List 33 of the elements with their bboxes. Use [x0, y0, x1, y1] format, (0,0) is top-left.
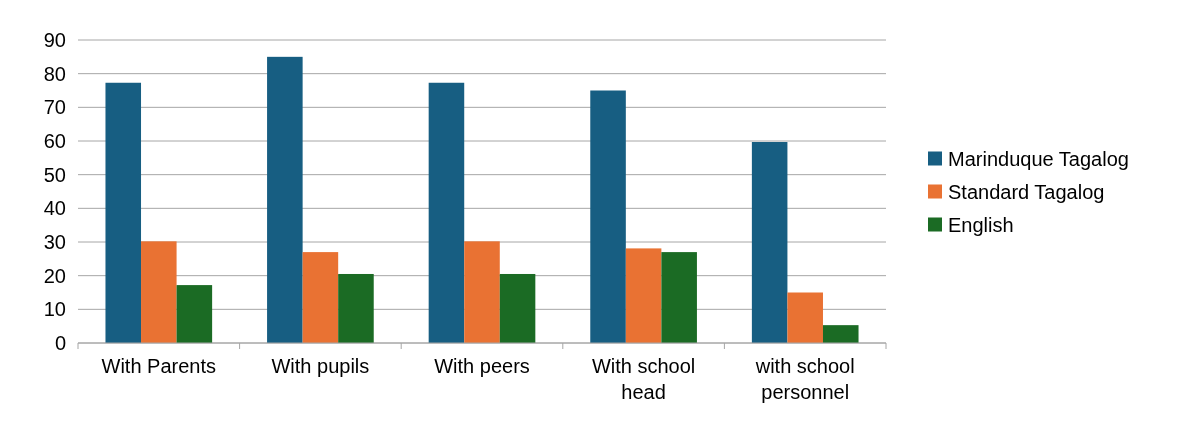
legend-label: Marinduque Tagalog [948, 147, 1129, 170]
bar [499, 273, 536, 343]
bar [267, 56, 303, 343]
y-tick-label: 20 [43, 264, 66, 287]
legend-label: English [948, 213, 1014, 236]
bar [428, 82, 465, 343]
y-tick-label: 90 [43, 29, 66, 51]
bar [625, 248, 662, 343]
y-tick-label: 30 [43, 231, 66, 253]
bar [464, 241, 500, 343]
y-tick-label: 70 [43, 96, 66, 119]
legend-label: Standard Tagalog [948, 180, 1105, 203]
x-tick-label: With school head [591, 355, 696, 403]
x-tick-label: with school personnel [754, 355, 855, 403]
bar [338, 273, 374, 343]
y-tick-label: 80 [43, 62, 66, 85]
y-tick-label: 10 [43, 298, 66, 321]
y-tick-label: 0 [54, 332, 66, 354]
x-tick-label: With Parents [101, 355, 217, 377]
y-tick-label: 60 [43, 130, 66, 152]
x-tick-label: With peers [434, 355, 530, 377]
bar [302, 252, 339, 343]
y-tick-label: 40 [43, 197, 66, 220]
bar [787, 292, 823, 343]
bar [176, 285, 213, 343]
y-tick-label: 50 [43, 163, 66, 186]
x-tick-label: With pupils [271, 355, 370, 377]
bar [141, 241, 177, 343]
bar [822, 325, 859, 343]
bar [661, 252, 697, 343]
bar [751, 142, 788, 343]
bar [590, 90, 626, 343]
bar [105, 82, 142, 343]
